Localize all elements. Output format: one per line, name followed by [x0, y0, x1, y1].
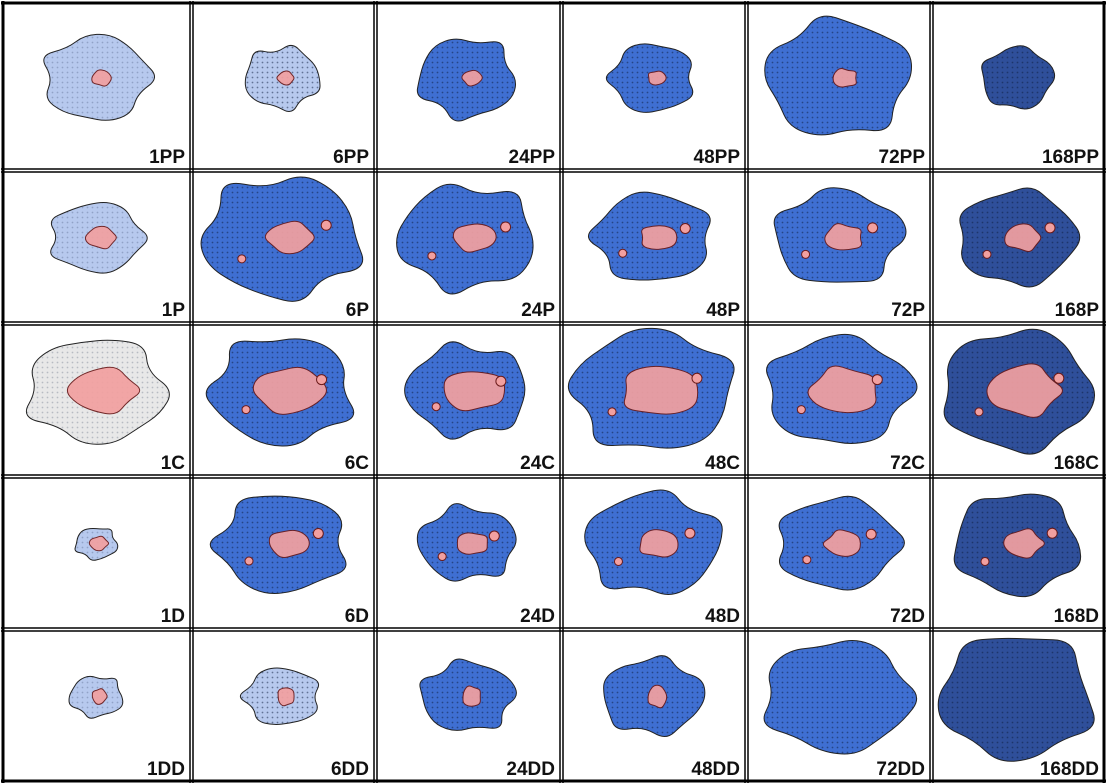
lesion-spot [428, 252, 436, 260]
lesion [278, 688, 294, 706]
figure-grid: 1PP 6PP 24PP 48PP 72PP 168PP 1P 6P 24P 48P 72P 168P… [0, 0, 1107, 784]
panel-label: 72C [890, 453, 925, 474]
lesion-spot [866, 529, 876, 539]
panel-label: 6C [345, 453, 370, 474]
lesion-spot [619, 249, 627, 257]
lesion [444, 372, 504, 411]
lesion-spot [501, 222, 511, 232]
lesion [833, 69, 856, 88]
panel-label: 1P [162, 300, 186, 321]
panel-label: 168DD [1040, 759, 1099, 780]
panel-label: 48DD [691, 759, 740, 780]
lesion-spot [1045, 223, 1055, 233]
lesion-spot [1054, 373, 1064, 383]
lesion-spot [496, 376, 506, 386]
lesion [463, 686, 480, 706]
lesion-spot [680, 224, 690, 234]
lesion-spot [238, 255, 246, 263]
panel-label: 24PP [509, 147, 556, 168]
panel-label: 24DD [506, 759, 555, 780]
panel-label: 48P [706, 300, 740, 321]
lesion [640, 530, 678, 557]
lesion-spot [489, 531, 499, 541]
panel-label: 168D [1054, 606, 1099, 627]
lesion-spot [685, 528, 695, 538]
panel-label: 72DD [876, 759, 925, 780]
lesion-spot [981, 557, 989, 565]
lesion-spot [975, 408, 983, 416]
lesion-spot [432, 403, 440, 411]
lesion-spot [802, 250, 810, 258]
lesion [624, 366, 697, 414]
lesion-spot [313, 528, 323, 538]
panel-label: 1PP [149, 147, 185, 168]
panel-label: 24C [520, 453, 555, 474]
lesion-spot [614, 557, 622, 565]
panel-label: 48D [705, 606, 740, 627]
lesion-spot [872, 375, 882, 385]
lesion-spot [797, 406, 805, 414]
panel-label: 48PP [694, 147, 741, 168]
panel-label: 24P [521, 300, 555, 321]
panel-label: 1DD [147, 759, 185, 780]
panel-label: 6D [345, 606, 369, 627]
lesion [457, 533, 487, 554]
panel-label: 72P [891, 300, 925, 321]
panel-label: 6PP [333, 147, 369, 168]
lesion-spot [1047, 528, 1057, 538]
lesion-spot [321, 220, 331, 230]
panel-label: 72D [890, 606, 925, 627]
panel-label: 1C [161, 453, 186, 474]
lesion [648, 71, 666, 85]
lesion-spot [242, 406, 250, 414]
lesion-spot [983, 250, 991, 258]
panel-label: 168PP [1042, 147, 1099, 168]
lesion-spot [438, 553, 446, 561]
panel-label: 1D [161, 606, 185, 627]
panel-label: 6DD [331, 759, 369, 780]
lesion-spot [803, 556, 811, 564]
lesion-spot [692, 373, 702, 383]
panel-label: 168C [1054, 453, 1100, 474]
lesion-spot [245, 557, 253, 565]
lesion [642, 226, 677, 250]
panel-label: 24D [520, 606, 555, 627]
lesion-spot [868, 223, 878, 233]
panel-label: 48C [705, 453, 740, 474]
lesion-spot [317, 375, 327, 385]
lesion-spot [608, 408, 616, 416]
panel-label: 168P [1055, 300, 1100, 321]
panel-label: 6P [346, 300, 370, 321]
panel-label: 72PP [879, 147, 926, 168]
